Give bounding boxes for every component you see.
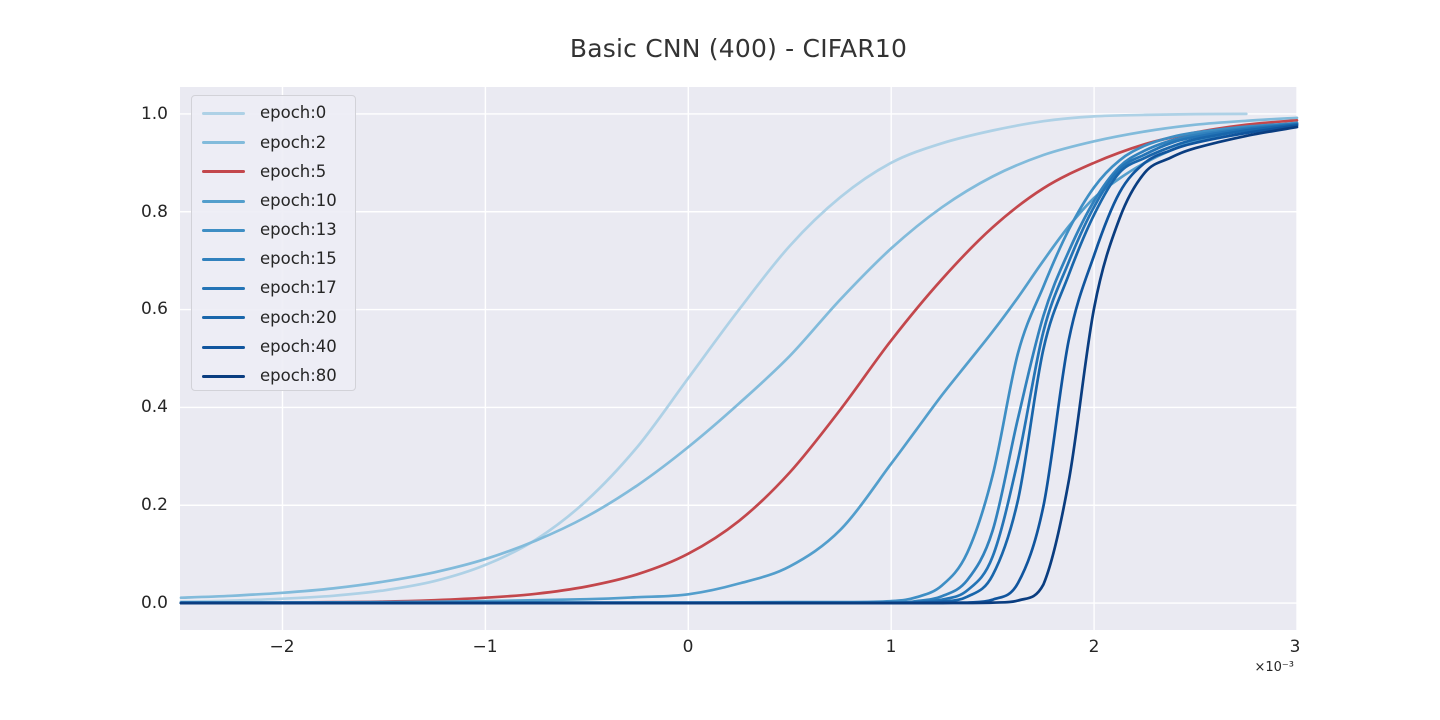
legend-line-swatch [202, 141, 245, 145]
legend-label: epoch:15 [260, 249, 337, 269]
y-tick-label: 0.0 [140, 593, 168, 613]
legend-item: epoch:40 [202, 333, 355, 362]
legend-label: epoch:17 [260, 278, 337, 298]
curve-epoch-80 [179, 125, 1299, 605]
x-tick-label: −1 [472, 637, 498, 657]
legend-label: epoch:40 [260, 336, 337, 356]
legend-label: epoch:10 [260, 190, 337, 210]
legend-line-swatch [202, 228, 245, 232]
legend-item: epoch:2 [202, 128, 355, 157]
legend-item: epoch:0 [202, 99, 355, 128]
legend-label: epoch:5 [260, 161, 327, 181]
legend-line-swatch [202, 199, 245, 203]
legend-label: epoch:20 [260, 307, 337, 327]
y-tick-label: 1.0 [140, 104, 168, 124]
legend-label: epoch:80 [260, 366, 337, 386]
y-tick-label: 0.2 [140, 495, 168, 515]
x-tick-label: 2 [1088, 637, 1100, 657]
legend-line-swatch [202, 258, 245, 262]
legend-item: epoch:13 [202, 216, 355, 245]
legend-label: epoch:2 [260, 132, 327, 152]
legend-line-swatch [202, 345, 245, 349]
legend-item: epoch:5 [202, 157, 355, 186]
x-axis-offset-label: ×10⁻³ [1254, 660, 1294, 675]
legend-item: epoch:20 [202, 303, 355, 332]
legend: epoch:0 epoch:2 epoch:5 epoch:10 epoch:1… [191, 95, 356, 391]
x-tick-label: 0 [682, 637, 694, 657]
legend-line-swatch [202, 316, 245, 320]
y-tick-label: 0.6 [140, 299, 168, 319]
legend-line-swatch [202, 112, 245, 116]
curve-epoch-2 [179, 116, 1299, 600]
x-tick-label: 3 [1289, 637, 1301, 657]
y-tick-label: 0.4 [140, 397, 168, 417]
legend-label: epoch:13 [260, 220, 337, 240]
legend-label: epoch:0 [260, 103, 327, 123]
legend-line-swatch [202, 287, 245, 291]
legend-item: epoch:17 [202, 274, 355, 303]
x-tick-label: 1 [885, 637, 897, 657]
legend-line-swatch [202, 374, 245, 378]
y-tick-label: 0.8 [140, 202, 168, 222]
curve-epoch-0 [179, 112, 1248, 603]
curves [179, 112, 1299, 605]
chart-title: Basic CNN (400) - CIFAR10 [569, 34, 908, 63]
legend-item: epoch:10 [202, 187, 355, 216]
x-tick-label: −2 [269, 637, 295, 657]
legend-line-swatch [202, 170, 245, 174]
legend-item: epoch:15 [202, 245, 355, 274]
legend-item: epoch:80 [202, 362, 355, 391]
